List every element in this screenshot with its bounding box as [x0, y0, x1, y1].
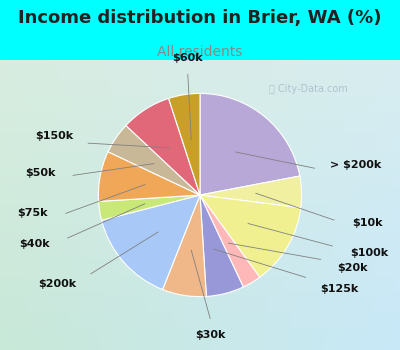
Text: > $200k: > $200k: [330, 160, 381, 169]
Text: $125k: $125k: [320, 284, 358, 294]
Wedge shape: [200, 93, 300, 195]
Wedge shape: [168, 93, 200, 195]
Wedge shape: [200, 195, 260, 287]
Text: All residents: All residents: [157, 45, 243, 59]
Text: ⓘ City-Data.com: ⓘ City-Data.com: [269, 84, 347, 93]
Wedge shape: [162, 195, 206, 297]
Text: $200k: $200k: [38, 279, 76, 289]
Text: $40k: $40k: [19, 239, 50, 249]
Text: $10k: $10k: [352, 218, 383, 229]
Wedge shape: [98, 195, 200, 220]
Wedge shape: [200, 176, 302, 208]
Wedge shape: [108, 126, 200, 195]
Wedge shape: [126, 98, 200, 195]
Text: $20k: $20k: [337, 263, 368, 273]
Wedge shape: [102, 195, 200, 289]
Text: $30k: $30k: [195, 330, 225, 340]
Wedge shape: [98, 152, 200, 201]
Text: Income distribution in Brier, WA (%): Income distribution in Brier, WA (%): [18, 9, 382, 27]
Text: $100k: $100k: [350, 248, 388, 258]
Text: $75k: $75k: [17, 208, 48, 218]
Text: $150k: $150k: [35, 131, 73, 141]
Text: $50k: $50k: [25, 168, 56, 178]
Wedge shape: [200, 195, 301, 277]
Text: $60k: $60k: [172, 53, 203, 63]
Wedge shape: [200, 195, 243, 296]
